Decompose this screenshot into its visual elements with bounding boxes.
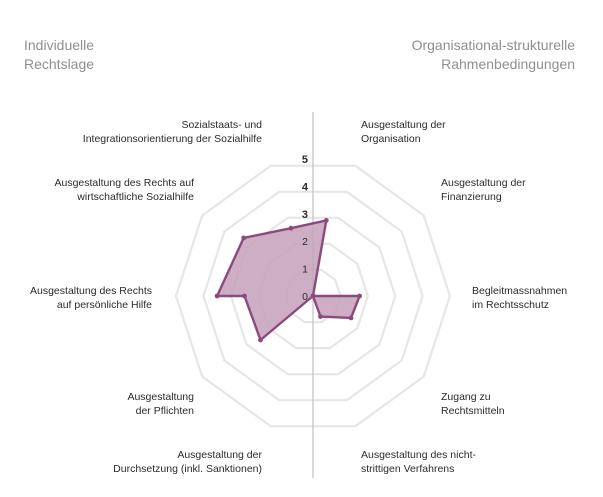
data-point-8	[214, 293, 220, 299]
data-point-7	[242, 293, 247, 299]
data-point-3	[348, 315, 354, 321]
tick-label-4: 4	[302, 181, 309, 193]
radar-series	[214, 218, 362, 343]
tick-label-1: 1	[302, 264, 308, 276]
data-point-0	[323, 218, 329, 223]
category-label-4: Ausgestaltung des nicht-strittigen Verfa…	[361, 449, 476, 475]
category-label-10: Sozialstaats- und Integrationsorientierun…	[83, 119, 262, 145]
tick-label-3: 3	[302, 209, 308, 221]
category-labels: Ausgestaltung der Organisation Ausgestaltu…	[30, 119, 567, 475]
grid-ring-5	[174, 164, 452, 428]
data-point-10	[288, 225, 294, 231]
radial-tick-labels: 0 1 2 3 4 5	[302, 154, 309, 303]
category-label-0: Ausgestaltung der Organisation	[361, 119, 446, 145]
data-point-6	[258, 337, 263, 343]
category-label-1: Ausgestaltung der Finanzierung	[441, 177, 526, 203]
category-label-7: Ausgestaltung des Rechts auf persönliche …	[30, 285, 152, 311]
tick-label-2: 2	[302, 236, 308, 248]
left-heading: Individuelle Rechtslage	[24, 37, 94, 72]
data-point-4	[318, 314, 323, 319]
tick-label-5: 5	[302, 154, 308, 166]
tick-label-0: 0	[302, 291, 308, 303]
radar-grid	[174, 164, 452, 428]
category-label-3: Zugang zu Rechtsmitteln	[441, 391, 505, 417]
data-point-9	[241, 235, 247, 241]
series-area	[215, 219, 361, 342]
grid-ring-4	[202, 190, 424, 402]
data-point-5	[310, 293, 316, 299]
data-point-2	[357, 293, 362, 299]
category-label-5: Ausgestaltung der Durchsetzung (inkl. San…	[113, 449, 262, 475]
category-label-9: Ausgestaltung des Rechts auf wirtschaftli…	[54, 177, 194, 203]
right-heading: Organisational-strukturelle Rahmenbedingu…	[412, 37, 576, 72]
category-label-6: Ausgestaltung der Pflichten	[127, 391, 194, 417]
category-label-2: Begleitmassnahmen im Rechtsschutz	[472, 285, 567, 311]
side-headings: Individuelle Rechtslage Organisational-str…	[24, 37, 575, 72]
